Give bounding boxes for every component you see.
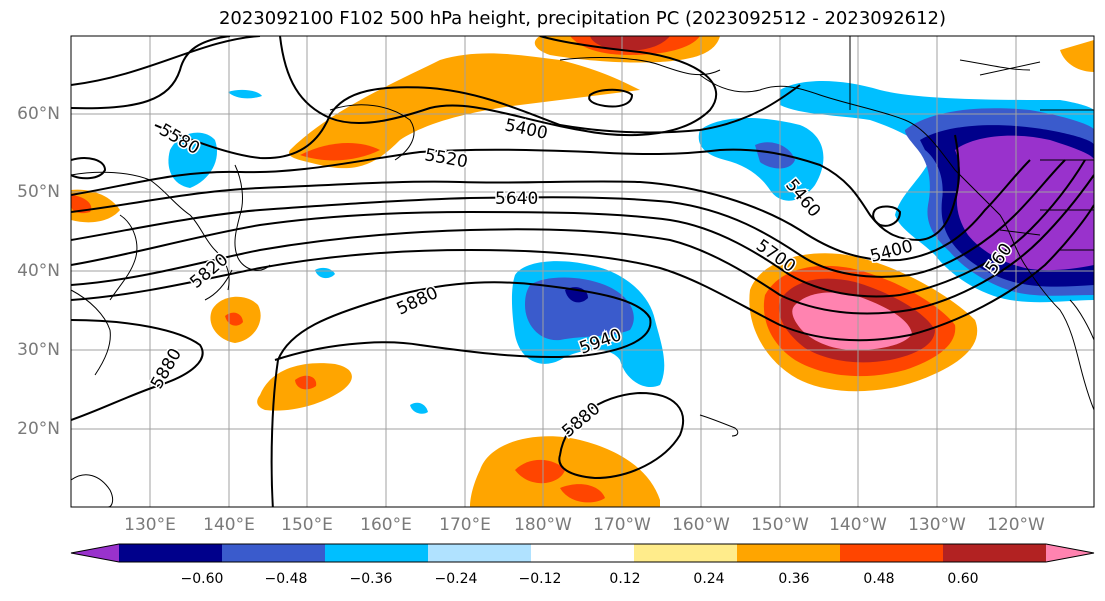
lat-label: 30°N	[17, 340, 60, 360]
colorbar-tick-label: 0.48	[863, 571, 895, 587]
lat-label: 60°N	[17, 104, 60, 124]
colorbar-bin	[222, 544, 326, 562]
colorbar-tick-label: 0.60	[947, 571, 979, 587]
lon-label: 150°W	[751, 515, 809, 535]
contour-label: 5640	[495, 189, 538, 209]
lon-label: 130°W	[908, 515, 966, 535]
colorbar-tick-label: −0.36	[349, 571, 393, 587]
colorbar-extend-max	[1046, 544, 1094, 562]
map-title: 2023092100 F102 500 hPa height, precipit…	[218, 8, 947, 29]
colorbar-tick-label: −0.24	[434, 571, 478, 587]
coastlines	[71, 36, 1094, 507]
colorbar-tick-label: −0.12	[518, 571, 562, 587]
colorbar-bin	[943, 544, 1047, 562]
colorbar-bin	[634, 544, 738, 562]
lat-label: 40°N	[17, 261, 60, 281]
colorbar-bin	[840, 544, 944, 562]
graticule	[71, 36, 1094, 507]
colorbar-bin	[531, 544, 635, 562]
lon-label: 140°W	[829, 515, 887, 535]
lon-label: 120°W	[987, 515, 1045, 535]
colorbar-tick-label: 0.12	[609, 571, 641, 587]
lon-label: 180°W	[514, 515, 572, 535]
lon-label: 170°E	[439, 515, 491, 535]
colorbar-extend-min	[71, 544, 119, 562]
lon-label: 140°E	[203, 515, 255, 535]
map-frame	[70, 35, 1095, 508]
colorbar-bin	[428, 544, 532, 562]
lon-label: 150°E	[281, 515, 333, 535]
colorbar-tick-label: −0.60	[180, 571, 224, 587]
height-contours	[71, 36, 1094, 507]
colorbar-tick-label: 0.36	[778, 571, 810, 587]
map-area: 5580 5400 5520 5640 5460 5700 5400 5820 …	[71, 36, 1094, 507]
colorbar-tick-label: −0.48	[264, 571, 308, 587]
lat-label: 50°N	[17, 182, 60, 202]
lon-label: 160°W	[672, 515, 730, 535]
colorbar-outline	[70, 543, 1095, 563]
colorbar-bin	[737, 544, 841, 562]
colorbar-tick-label: 0.24	[693, 571, 725, 587]
lon-label: 160°E	[360, 515, 412, 535]
colorbar	[70, 543, 1095, 563]
colorbar-bin	[119, 544, 223, 562]
lon-label: 170°W	[593, 515, 651, 535]
lat-label: 20°N	[17, 419, 60, 439]
colorbar-bin	[325, 544, 429, 562]
lon-label: 130°E	[124, 515, 176, 535]
